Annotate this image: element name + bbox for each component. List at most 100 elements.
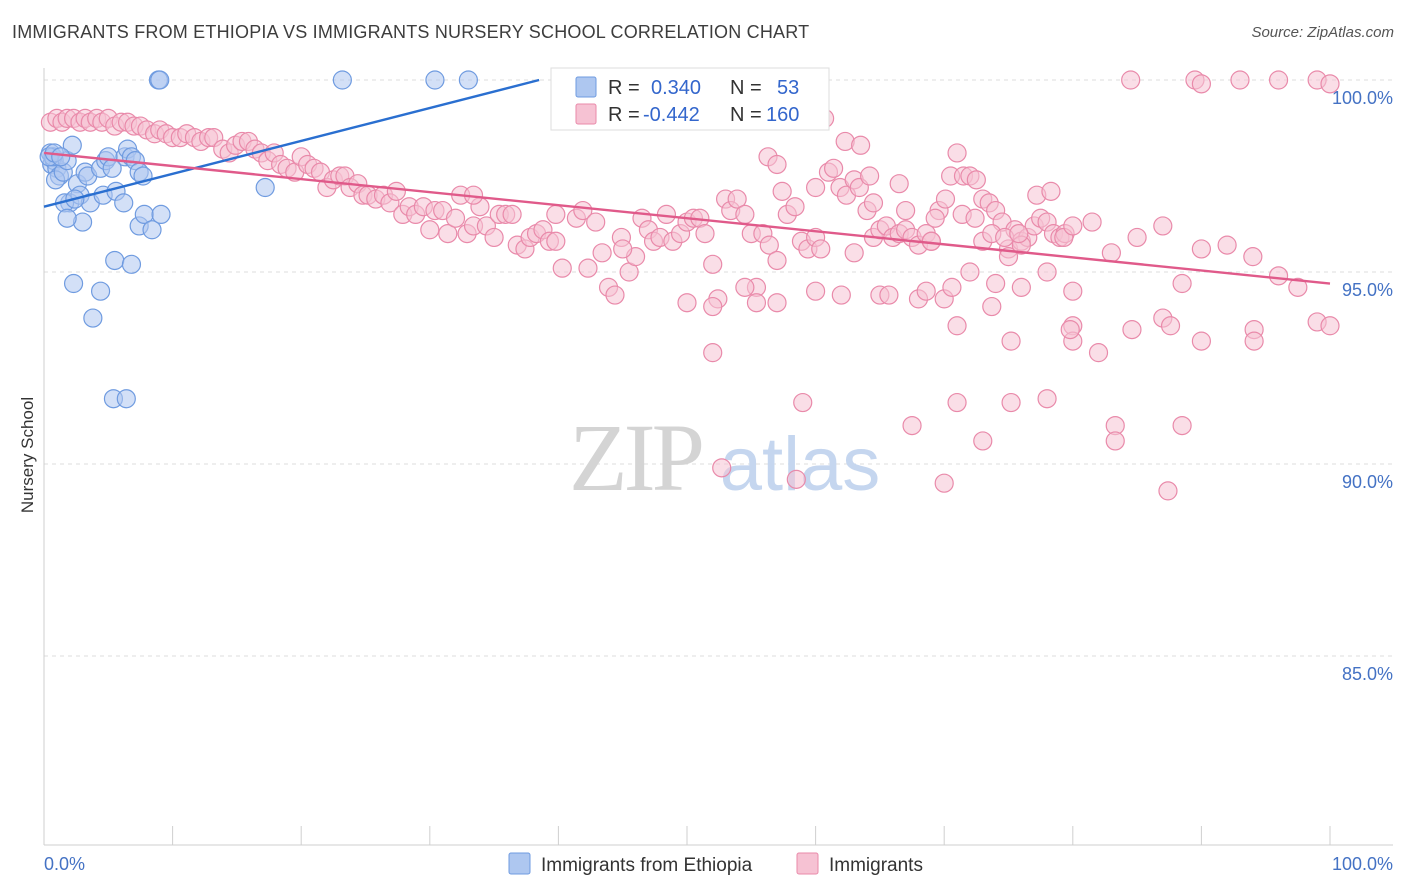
point-immigrants xyxy=(546,204,566,224)
point-immigrants xyxy=(1037,262,1057,282)
watermark-zip: ZIP xyxy=(569,404,702,511)
point-immigrants xyxy=(502,204,522,224)
point-immigrants xyxy=(746,293,767,313)
point-immigrants xyxy=(986,273,1006,294)
point-immigrants xyxy=(793,392,813,413)
point-immigrants xyxy=(1101,243,1121,263)
point-immigrants xyxy=(902,416,922,436)
y-tick-label: 100.0% xyxy=(1332,88,1393,108)
x-tick-label-left: 0.0% xyxy=(44,854,85,874)
point-immigrants xyxy=(973,431,993,451)
point-immigrants xyxy=(1160,316,1181,336)
point-immigrants xyxy=(1153,216,1173,236)
point-immigrants xyxy=(824,158,844,178)
point-immigrants xyxy=(805,177,826,198)
point-immigrants xyxy=(1041,181,1061,201)
point-immigrants xyxy=(1268,266,1289,286)
x-tick-label-right: 100.0% xyxy=(1332,854,1393,874)
point-ethiopia xyxy=(83,308,103,328)
point-immigrants xyxy=(1191,331,1212,351)
gridlines xyxy=(44,79,1393,657)
point-ethiopia xyxy=(90,281,111,301)
point-immigrants xyxy=(811,239,831,259)
point-immigrants xyxy=(925,208,945,228)
legend-swatch-immigrants xyxy=(796,852,819,875)
point-immigrants xyxy=(1088,343,1109,363)
point-ethiopia xyxy=(121,254,142,274)
point-immigrants xyxy=(386,181,406,201)
point-ethiopia xyxy=(63,273,84,294)
point-immigrants xyxy=(1172,416,1192,436)
point-immigrants xyxy=(1244,331,1264,351)
point-ethiopia xyxy=(425,70,445,90)
axes xyxy=(43,68,1393,846)
y-tick-label: 85.0% xyxy=(1342,664,1393,684)
point-ethiopia xyxy=(105,250,125,271)
y-tick-labels: 100.0% 95.0% 90.0% 85.0% xyxy=(1332,88,1393,684)
point-immigrants xyxy=(1172,273,1192,294)
point-immigrants xyxy=(1122,320,1142,340)
legend-r-value-2: -0.442 xyxy=(643,104,700,126)
point-immigrants xyxy=(767,293,787,313)
point-immigrants xyxy=(1158,481,1178,501)
point-immigrants xyxy=(578,258,598,278)
point-immigrants xyxy=(966,170,986,190)
point-immigrants xyxy=(1063,281,1083,301)
point-immigrants xyxy=(805,281,826,301)
legend-n-value-1: 53 xyxy=(777,77,799,99)
watermark-atlas: atlas xyxy=(720,422,881,507)
point-immigrants xyxy=(1060,320,1080,340)
point-immigrants xyxy=(1230,70,1250,90)
point-ethiopia xyxy=(142,220,162,240)
point-immigrants xyxy=(1121,70,1141,90)
point-immigrants xyxy=(767,154,787,175)
legend-swatch-blue xyxy=(575,76,597,98)
point-immigrants xyxy=(703,296,723,317)
point-immigrants xyxy=(916,281,936,301)
point-immigrants xyxy=(1191,74,1212,94)
point-immigrants xyxy=(759,235,779,255)
point-immigrants xyxy=(727,189,747,209)
point-immigrants xyxy=(420,220,440,240)
point-ethiopia xyxy=(150,70,170,90)
point-immigrants xyxy=(1105,431,1125,451)
point-immigrants xyxy=(1243,247,1263,267)
point-immigrants xyxy=(1001,392,1021,413)
point-immigrants xyxy=(889,174,909,194)
point-immigrants xyxy=(445,208,466,228)
point-immigrants xyxy=(695,224,715,244)
trendline-immigrants xyxy=(43,151,1331,285)
point-ethiopia xyxy=(114,193,134,213)
legend-r-value-1: 0.340 xyxy=(651,77,701,99)
trendlines xyxy=(43,78,1331,285)
point-immigrants xyxy=(484,227,504,248)
legend-swatch-ethiopia xyxy=(508,852,531,875)
point-immigrants xyxy=(1288,277,1308,297)
point-immigrants xyxy=(1320,74,1340,94)
point-immigrants xyxy=(1009,224,1029,244)
point-immigrants xyxy=(947,316,967,336)
point-immigrants xyxy=(772,181,792,201)
point-ethiopia xyxy=(332,70,352,90)
point-immigrants xyxy=(1127,227,1147,248)
point-immigrants xyxy=(767,250,787,271)
point-immigrants xyxy=(605,285,625,305)
point-immigrants xyxy=(552,258,572,278)
legend-swatch-pink xyxy=(575,103,597,125)
point-immigrants xyxy=(592,243,612,263)
legend-n-label-1: N = xyxy=(730,77,762,99)
point-immigrants xyxy=(1191,239,1212,259)
watermark: ZIP atlas xyxy=(569,404,880,511)
point-immigrants xyxy=(879,285,899,305)
point-immigrants xyxy=(1217,235,1237,255)
point-immigrants xyxy=(934,473,954,493)
point-immigrants xyxy=(785,197,805,217)
point-immigrants xyxy=(1268,70,1289,90)
point-ethiopia xyxy=(51,147,71,167)
point-immigrants xyxy=(844,243,864,263)
point-immigrants xyxy=(863,193,884,213)
point-immigrants xyxy=(438,224,458,244)
point-immigrants xyxy=(1082,212,1102,232)
point-immigrants xyxy=(942,277,962,297)
series-immigrants xyxy=(40,70,1340,501)
